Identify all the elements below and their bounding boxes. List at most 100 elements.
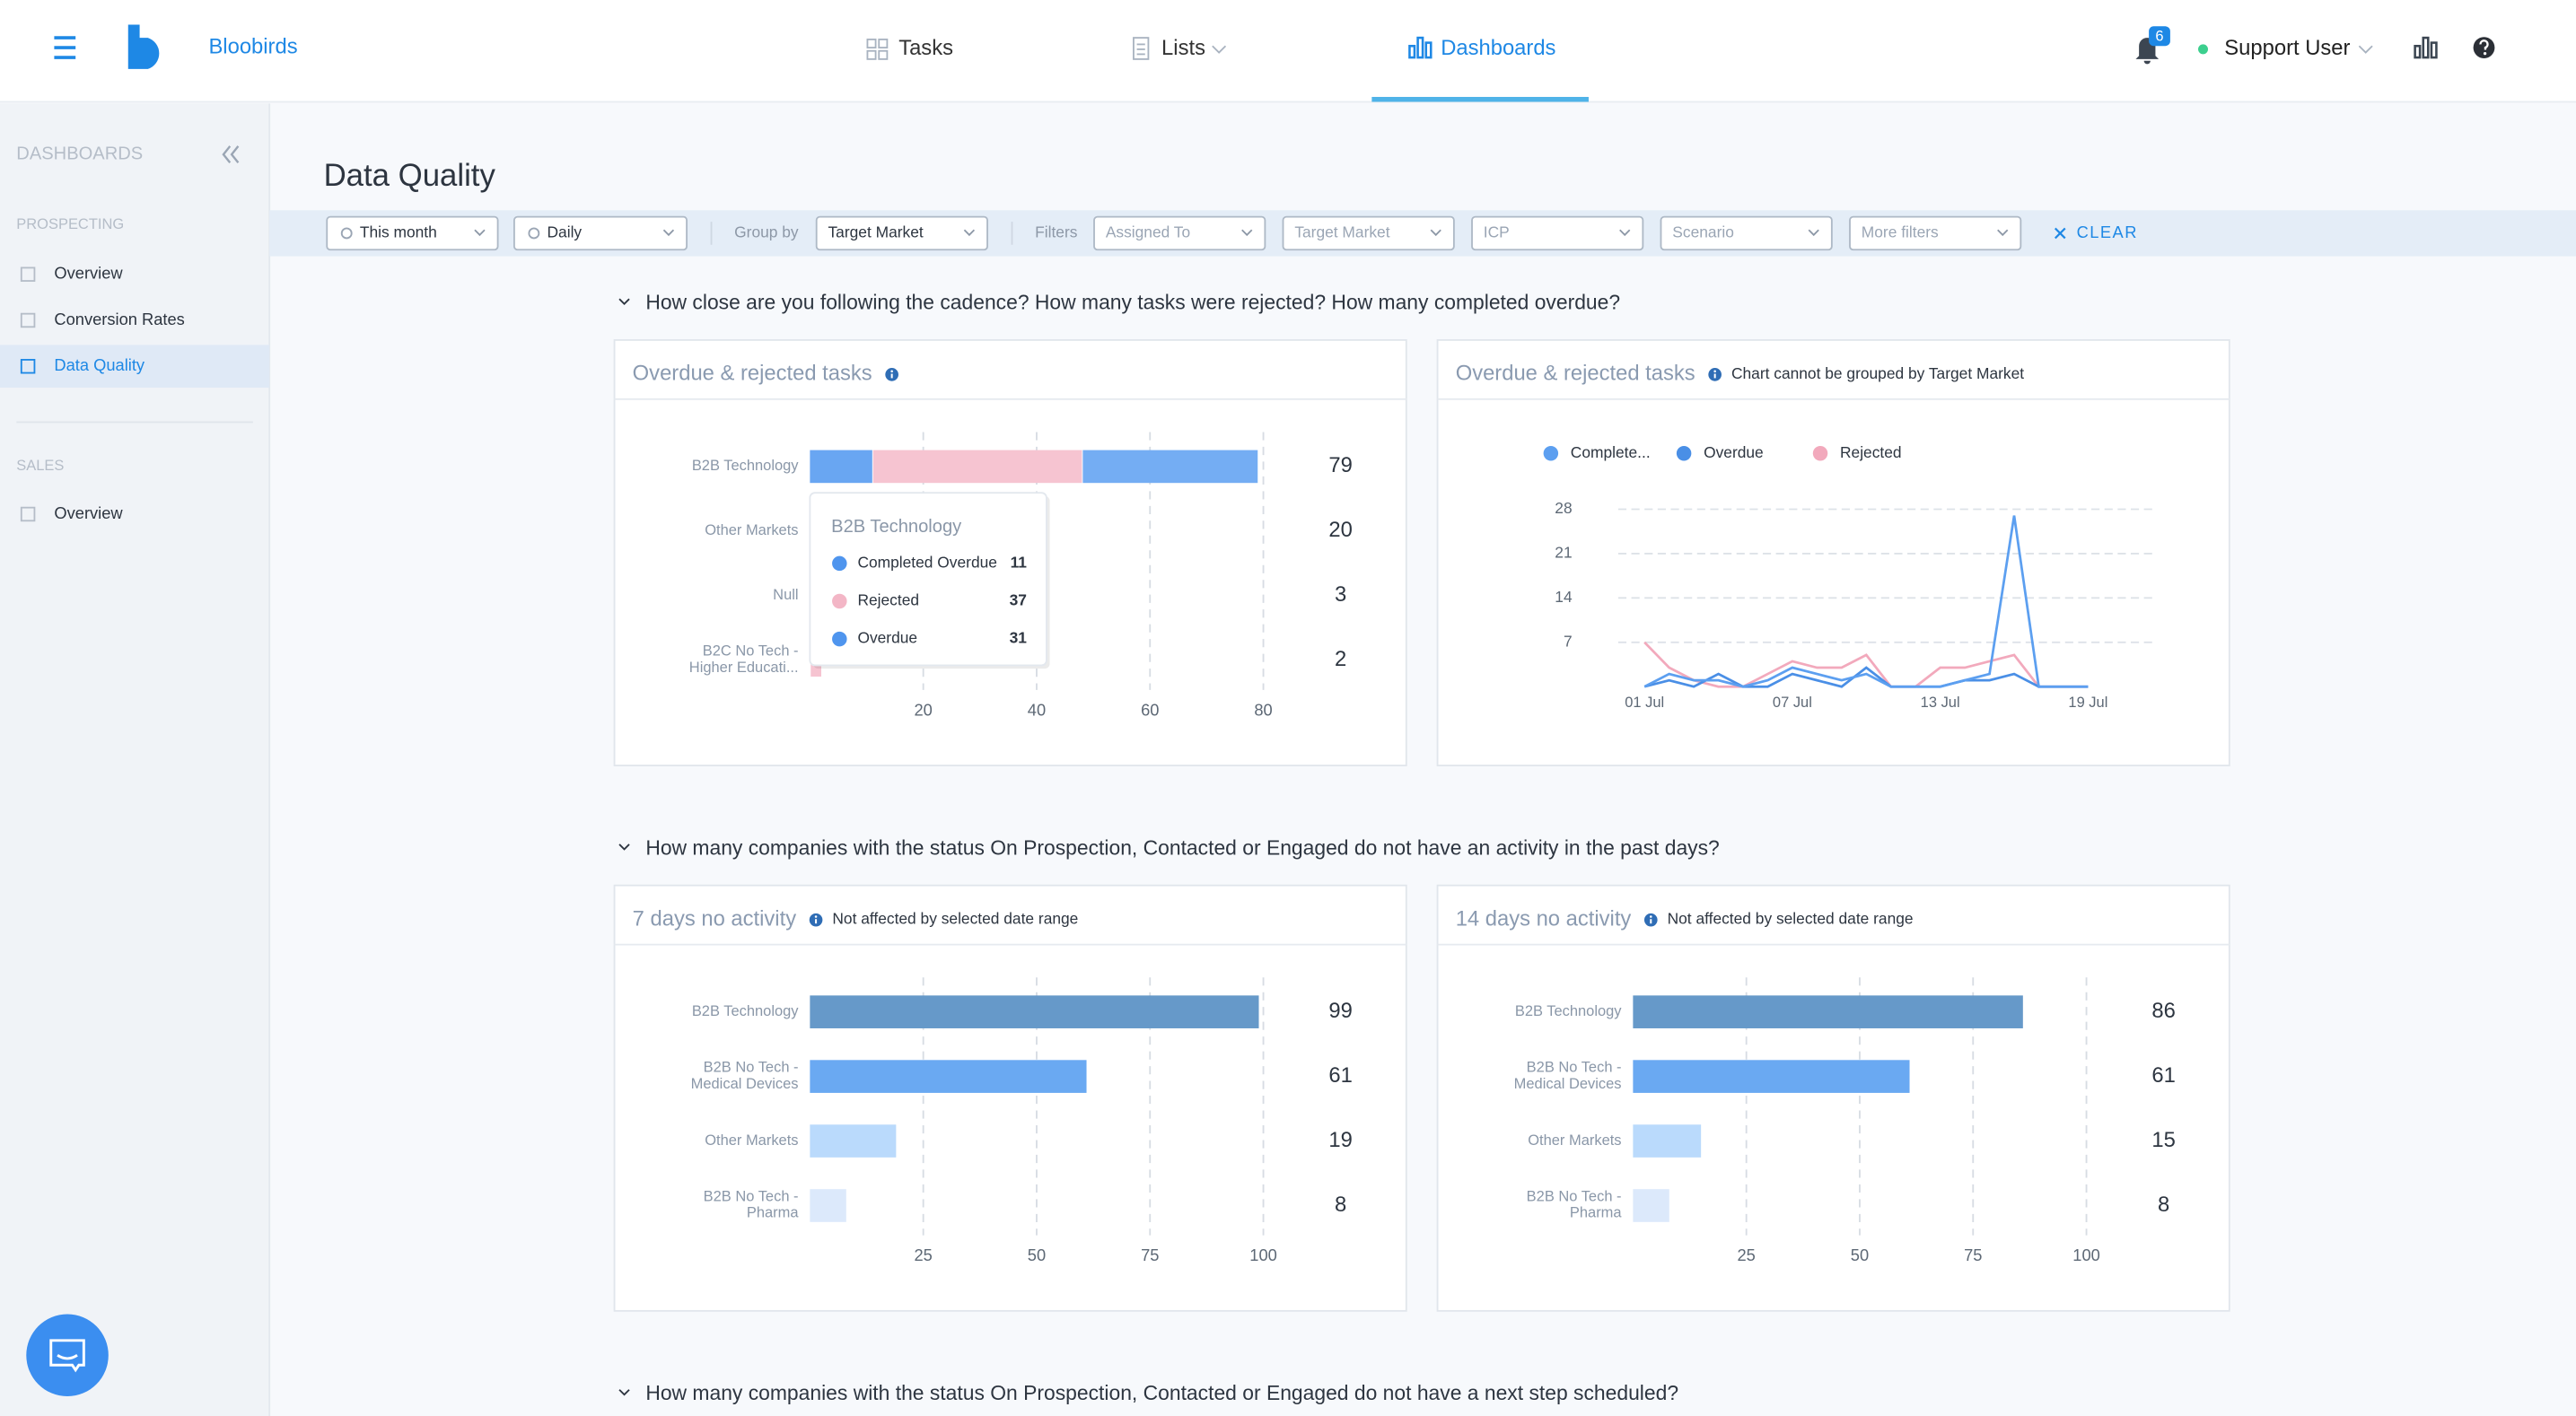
nav-tab[interactable]: Tasks — [898, 36, 953, 60]
dropdown-label: Daily — [548, 223, 583, 241]
brand[interactable]: Bloobirds — [208, 34, 297, 58]
bar-total: 3 — [1335, 582, 1346, 607]
dropdown-label: Target Market — [828, 223, 924, 241]
x-tick-label: 19 Jul — [2068, 695, 2107, 711]
clear-button[interactable]: CLEAR — [2077, 223, 2138, 241]
x-tick-label: 75 — [1141, 1246, 1159, 1264]
sidebar-item-icon — [20, 506, 36, 522]
bar-value: 8 — [2158, 1193, 2169, 1217]
tooltip-name: Completed Overdue — [857, 553, 996, 571]
tooltip-value: 31 — [1010, 629, 1028, 647]
category-label: Other Markets — [705, 1132, 798, 1149]
category-label: Null — [773, 587, 798, 603]
y-tick-label: 14 — [1555, 588, 1573, 606]
x-tick-label: 07 Jul — [1773, 695, 1812, 711]
sidebar-item[interactable]: Overview — [54, 264, 123, 283]
sidebar-item[interactable]: Overview — [54, 503, 123, 522]
help-icon[interactable] — [2473, 37, 2495, 58]
content: This month Daily Target Market Assigned To T… — [326, 215, 2230, 1404]
lists-icon — [1133, 37, 1150, 60]
card-note: Not affected by selected date range — [1668, 910, 1914, 928]
dropdown[interactable] — [513, 215, 688, 251]
section-question: How many companies with the status On Pr… — [645, 835, 1719, 859]
sidebar-title: DASHBOARDS — [16, 144, 143, 163]
category-label: B2B Technology — [692, 458, 799, 474]
category-label: B2B No Tech -Pharma — [1527, 1189, 1623, 1221]
bar-total: 2 — [1335, 647, 1346, 671]
bar — [1633, 1060, 1910, 1093]
menu-button[interactable] — [54, 36, 76, 59]
dropdown[interactable] — [1282, 215, 1455, 251]
bar-value: 86 — [2151, 999, 2175, 1023]
sidebar-item[interactable]: Data Quality — [54, 355, 145, 374]
tooltip-dot — [832, 631, 847, 647]
tooltip-dot — [832, 555, 847, 572]
dropdown[interactable] — [1660, 215, 1833, 251]
status-dot — [2198, 44, 2208, 55]
logo[interactable] — [127, 24, 160, 69]
tooltip-value: 37 — [1010, 591, 1027, 609]
bar-segment — [872, 450, 1082, 484]
y-tick-label: 28 — [1555, 499, 1572, 517]
filters-label: Filters — [1035, 223, 1078, 241]
nav-tab-active[interactable]: Dashboards — [1441, 36, 1555, 60]
sidebar — [0, 103, 270, 1416]
user-name[interactable]: Support User — [2224, 36, 2350, 60]
chevron — [618, 1389, 630, 1396]
bar-value: 61 — [2151, 1063, 2175, 1088]
tasks-icon — [866, 39, 889, 60]
x-tick-label: 13 Jul — [1921, 695, 1960, 711]
dropdown[interactable] — [1471, 215, 1644, 251]
card — [613, 339, 1407, 766]
dropdown-label: Target Market — [1294, 223, 1389, 241]
sidebar-item-icon — [20, 267, 36, 282]
sidebar-item-icon — [20, 312, 36, 328]
collapse-button[interactable] — [222, 145, 240, 163]
notification-badge — [2149, 26, 2170, 47]
category-label: B2B Technology — [692, 1003, 799, 1019]
x-tick-label: 50 — [1851, 1246, 1869, 1264]
dropdown-icon — [528, 227, 540, 240]
dropdown[interactable] — [1849, 215, 2022, 251]
chevron — [963, 229, 976, 237]
x-tick-label: 40 — [1028, 700, 1046, 719]
nav-tab[interactable]: Lists — [1161, 36, 1205, 60]
category-label: Other Markets — [705, 522, 798, 538]
category-label: B2B No Tech -Medical Devices — [691, 1060, 799, 1092]
card-title: Overdue & rejected tasks — [633, 362, 872, 386]
bar-total: 79 — [1328, 453, 1352, 477]
card-note: Not affected by selected date range — [832, 910, 1078, 928]
chevron — [662, 229, 675, 237]
category-label: B2B No Tech -Medical Devices — [1514, 1060, 1622, 1092]
x-tick-label: 25 — [1737, 1246, 1755, 1264]
dropdown[interactable] — [815, 215, 988, 251]
bar-total: 20 — [1328, 518, 1352, 542]
chevron — [618, 843, 630, 851]
info-icon-dot — [814, 915, 818, 918]
chat-button[interactable] — [26, 1314, 109, 1397]
sidebar-item[interactable]: Conversion Rates — [54, 310, 184, 328]
line-series — [1643, 515, 2089, 688]
chevron — [2358, 45, 2373, 54]
line-series — [1643, 641, 2089, 688]
tooltip-dot — [832, 593, 847, 609]
card — [1436, 884, 2230, 1312]
dropdown[interactable] — [326, 215, 499, 251]
legend-dot — [1812, 446, 1828, 461]
category-label: Other Markets — [1528, 1132, 1621, 1149]
category-label: B2B Technology — [1515, 1003, 1622, 1019]
stats-icon[interactable] — [2414, 36, 2438, 59]
sidebar-items: PROSPECTING Overview Conversion Rates Data … — [16, 216, 185, 522]
bar — [810, 1124, 897, 1158]
dropdown[interactable] — [1093, 215, 1266, 251]
card-title: 7 days no activity — [633, 906, 797, 931]
bar-value: 99 — [1328, 999, 1352, 1023]
bar — [810, 1189, 846, 1222]
legend-label: Rejected — [1840, 443, 1902, 461]
x-tick-label: 80 — [1254, 700, 1272, 719]
legend-dot — [1543, 446, 1559, 461]
dropdown-label: ICP — [1484, 223, 1510, 241]
info-icon-dot — [1650, 915, 1652, 918]
